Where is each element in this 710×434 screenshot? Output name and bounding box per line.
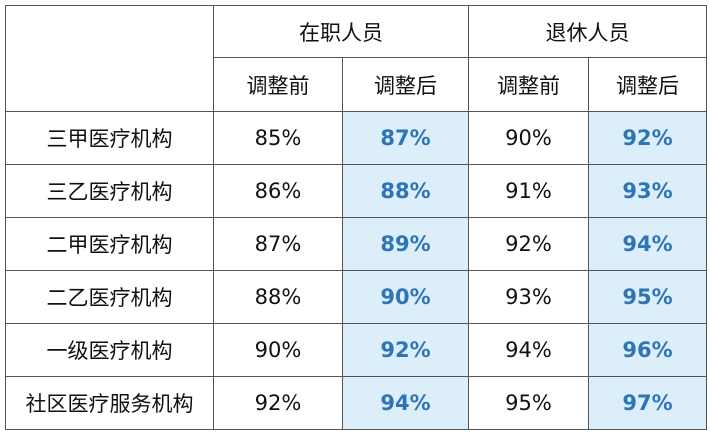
table-row: 二乙医疗机构 88% 90% 93% 95% — [5, 270, 707, 324]
value-cell: 93% — [588, 164, 707, 218]
group-header: 退休人员 — [468, 5, 707, 58]
value-cell: 92% — [468, 217, 589, 271]
table-row: 二甲医疗机构 87% 89% 92% 94% — [5, 217, 707, 271]
corner-cell — [5, 5, 214, 112]
table-row: 一级医疗机构 90% 92% 94% 96% — [5, 323, 707, 377]
value-cell: 88% — [342, 164, 469, 218]
value-cell: 87% — [213, 217, 343, 271]
value-cell: 85% — [213, 111, 343, 165]
value-cell: 96% — [588, 323, 707, 377]
sub-header: 调整后 — [588, 57, 707, 112]
value-cell: 94% — [342, 376, 469, 430]
value-cell: 92% — [342, 323, 469, 377]
value-cell: 86% — [213, 164, 343, 218]
value-cell: 92% — [213, 376, 343, 430]
value-cell: 91% — [468, 164, 589, 218]
table-row: 在职人员 退休人员 — [5, 5, 707, 112]
value-cell: 95% — [588, 270, 707, 324]
sub-header: 调整前 — [213, 57, 343, 112]
value-cell: 89% — [342, 217, 469, 271]
table-row: 社区医疗服务机构 92% 94% 95% 97% — [5, 376, 707, 430]
value-cell: 92% — [588, 111, 707, 165]
value-cell: 90% — [342, 270, 469, 324]
row-label: 二甲医疗机构 — [5, 217, 214, 271]
value-cell: 94% — [588, 217, 707, 271]
value-cell: 95% — [468, 376, 589, 430]
value-cell: 94% — [468, 323, 589, 377]
value-cell: 88% — [213, 270, 343, 324]
row-label: 一级医疗机构 — [5, 323, 214, 377]
row-label: 社区医疗服务机构 — [5, 376, 214, 430]
value-cell: 87% — [342, 111, 469, 165]
value-cell: 90% — [468, 111, 589, 165]
sub-header: 调整后 — [342, 57, 469, 112]
value-cell: 97% — [588, 376, 707, 430]
table-row: 三甲医疗机构 85% 87% 90% 92% — [5, 111, 707, 165]
row-label: 三乙医疗机构 — [5, 164, 214, 218]
sub-header: 调整前 — [468, 57, 589, 112]
value-cell: 93% — [468, 270, 589, 324]
row-label: 二乙医疗机构 — [5, 270, 214, 324]
row-label: 三甲医疗机构 — [5, 111, 214, 165]
data-table: 在职人员 退休人员 调整前 调整后 调整前 调整后 三甲医疗机构 85% 87% 90% 92% 三乙… — [5, 5, 707, 430]
table-row: 三乙医疗机构 86% 88% 91% 93% — [5, 164, 707, 218]
value-cell: 90% — [213, 323, 343, 377]
group-header: 在职人员 — [213, 5, 469, 58]
